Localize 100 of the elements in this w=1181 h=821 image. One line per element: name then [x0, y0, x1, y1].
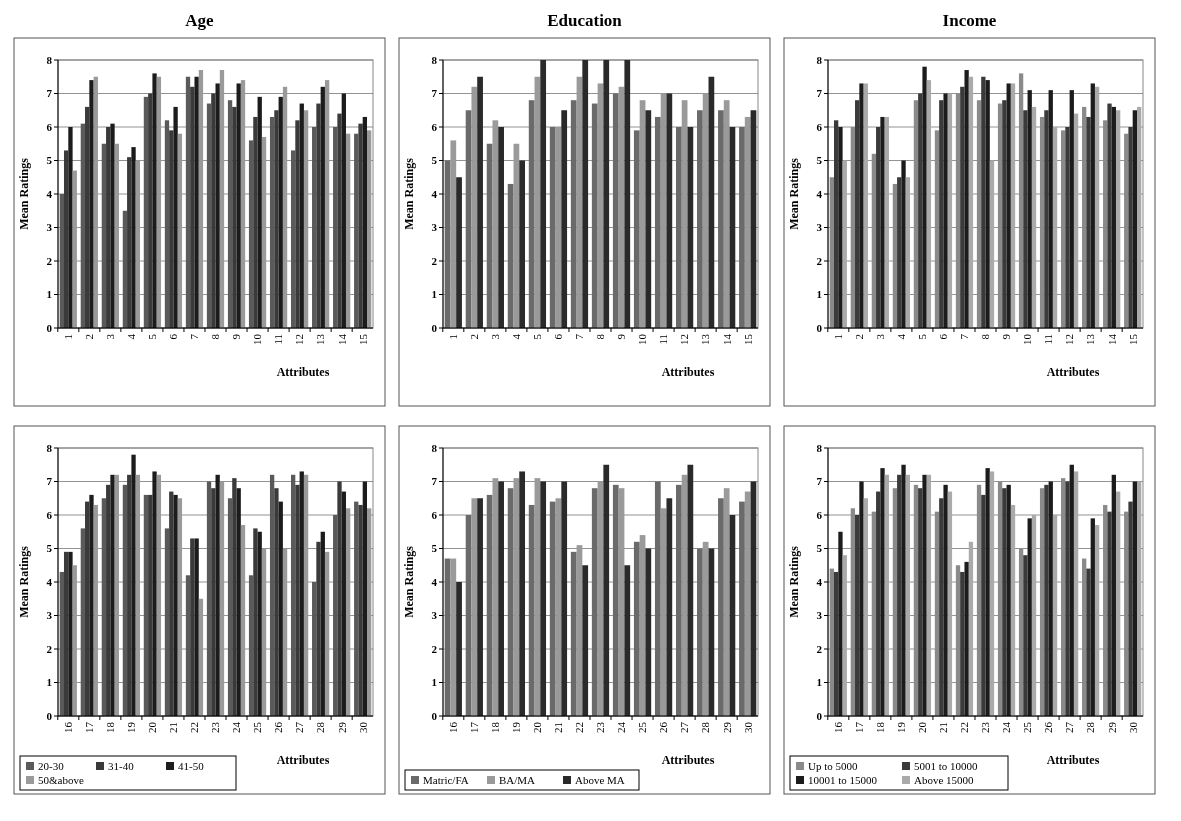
bar: [582, 565, 589, 716]
bar: [913, 484, 919, 716]
x-tick-label: 20: [146, 721, 159, 733]
y-tick-label: 0: [431, 321, 438, 334]
y-tick-label: 2: [46, 254, 53, 267]
y-tick-label: 5: [431, 154, 438, 167]
bar: [324, 80, 330, 328]
bar: [257, 96, 262, 328]
bar: [863, 498, 868, 716]
y-tick-label: 8: [46, 441, 53, 454]
bar: [345, 133, 351, 328]
bar: [320, 531, 325, 716]
bar: [934, 511, 940, 716]
bar: [1107, 511, 1112, 716]
chart-title: Education: [547, 11, 623, 30]
bar: [1069, 464, 1074, 716]
bar: [739, 127, 745, 328]
bar: [1082, 558, 1087, 716]
bar: [519, 471, 526, 716]
x-tick-label: 20: [916, 721, 929, 733]
bar: [68, 127, 73, 328]
bar: [299, 471, 304, 716]
bar: [492, 120, 499, 328]
bar: [884, 474, 889, 716]
x-tick-label: 4: [895, 333, 908, 340]
chart-title: Age: [185, 11, 215, 30]
x-tick-label: 25: [1021, 721, 1034, 733]
bar: [645, 548, 652, 716]
bar: [934, 130, 940, 328]
bar: [718, 498, 724, 716]
bar: [85, 501, 90, 716]
bar: [122, 210, 128, 328]
bar: [964, 70, 969, 328]
bar: [859, 83, 864, 328]
bar: [876, 127, 881, 328]
bar: [939, 498, 944, 716]
bar: [185, 575, 191, 716]
x-tick-label: 11: [1042, 334, 1055, 345]
bar: [833, 120, 839, 328]
bar: [211, 93, 216, 328]
bar: [855, 515, 860, 716]
x-tick-label: 14: [1105, 333, 1118, 345]
x-tick-label: 6: [552, 333, 565, 340]
bar: [169, 130, 174, 328]
bar: [943, 93, 948, 328]
bar: [471, 86, 478, 328]
bar: [645, 110, 652, 328]
x-axis-title: Attributes: [1046, 753, 1100, 767]
bar: [173, 494, 178, 716]
y-tick-label: 1: [46, 676, 52, 689]
bar: [976, 484, 982, 716]
bar: [299, 103, 304, 328]
x-tick-label: 5: [531, 333, 544, 340]
x-tick-label: 24: [230, 721, 243, 733]
bar: [582, 60, 589, 328]
x-tick-label: 1: [832, 334, 845, 340]
bar: [148, 93, 153, 328]
bar: [855, 100, 860, 328]
bar: [702, 541, 709, 716]
bar: [981, 76, 986, 328]
bar: [248, 575, 254, 716]
y-tick-label: 7: [431, 475, 438, 488]
y-tick-label: 5: [816, 542, 823, 555]
bar: [477, 498, 483, 716]
bar: [261, 548, 267, 716]
bar: [549, 127, 556, 328]
bar: [687, 127, 694, 328]
x-tick-label: 11: [272, 334, 285, 345]
x-tick-label: 29: [1105, 721, 1118, 733]
y-tick-label: 0: [431, 709, 438, 722]
x-tick-label: 19: [895, 721, 908, 733]
bar: [1137, 106, 1142, 328]
bar: [110, 123, 115, 328]
bar: [89, 80, 94, 328]
bar: [215, 83, 220, 328]
bar: [143, 494, 149, 716]
bar: [358, 123, 363, 328]
bar: [1069, 90, 1074, 328]
bar: [345, 508, 351, 716]
legend-label: 50&above: [38, 774, 84, 786]
x-tick-label: 9: [1000, 333, 1013, 340]
bar: [880, 468, 885, 716]
bar: [901, 160, 906, 328]
x-tick-label: 25: [636, 721, 649, 733]
y-tick-label: 8: [816, 53, 823, 66]
bar: [561, 481, 568, 716]
bar: [206, 103, 212, 328]
x-tick-label: 30: [356, 721, 369, 733]
x-tick-label: 27: [1063, 721, 1076, 733]
x-tick-label: 1: [62, 334, 75, 340]
y-tick-label: 3: [431, 221, 438, 234]
x-tick-label: 8: [594, 333, 607, 340]
y-tick-label: 5: [46, 542, 53, 555]
bar: [1128, 127, 1133, 328]
x-tick-label: 15: [1126, 333, 1139, 345]
bar: [850, 508, 856, 716]
y-tick-label: 4: [431, 575, 438, 588]
y-tick-label: 2: [431, 254, 438, 267]
x-tick-label: 28: [1084, 721, 1097, 733]
x-tick-label: 27: [678, 721, 691, 733]
